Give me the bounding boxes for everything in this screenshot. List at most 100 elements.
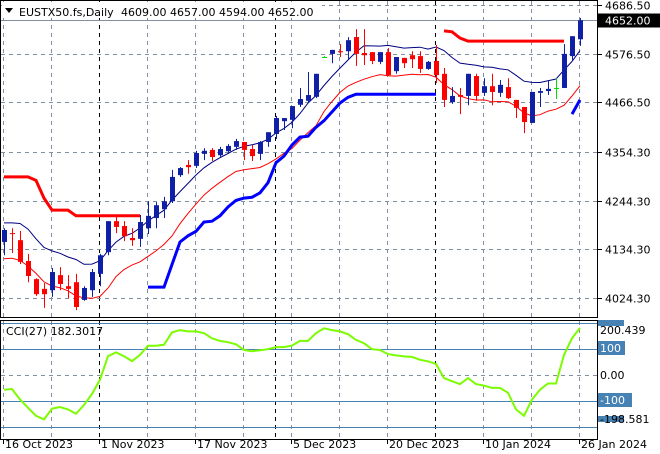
candle-body: [26, 260, 31, 277]
candle[interactable]: [98, 253, 103, 287]
candle[interactable]: [434, 45, 439, 84]
candle[interactable]: [242, 141, 247, 161]
candle-body: [74, 282, 79, 307]
candle-body: [234, 141, 239, 147]
candle[interactable]: [410, 51, 415, 69]
cci-subwindow[interactable]: [1, 323, 597, 428]
candle[interactable]: [474, 73, 479, 101]
candle[interactable]: [50, 268, 55, 297]
cci-level-badge: [598, 320, 624, 326]
candle[interactable]: [562, 44, 567, 88]
candle[interactable]: [346, 37, 351, 61]
candle[interactable]: [162, 196, 167, 219]
candle[interactable]: [370, 52, 375, 65]
candle[interactable]: [546, 80, 551, 96]
candle[interactable]: [298, 87, 303, 107]
current-price-label: 4652.00: [605, 15, 651, 28]
candle[interactable]: [386, 48, 391, 77]
candle-body: [2, 230, 7, 242]
candle[interactable]: [530, 91, 535, 123]
candle[interactable]: [570, 36, 575, 61]
candle-body: [362, 53, 367, 56]
upper-channel-line: [4, 175, 140, 218]
candle[interactable]: [210, 148, 215, 161]
price-chart[interactable]: [1, 18, 597, 311]
candle[interactable]: [122, 221, 127, 242]
candle[interactable]: [34, 278, 39, 296]
candle[interactable]: [82, 286, 87, 301]
candle[interactable]: [442, 68, 447, 107]
candle[interactable]: [506, 78, 511, 100]
candle[interactable]: [146, 201, 151, 234]
upper-channel-line: [443, 29, 564, 43]
candle[interactable]: [290, 106, 295, 129]
candle[interactable]: [218, 146, 223, 158]
candle[interactable]: [402, 57, 407, 69]
candle[interactable]: [578, 18, 583, 46]
candle[interactable]: [266, 132, 271, 147]
candle-body: [138, 222, 143, 239]
candle[interactable]: [394, 56, 399, 74]
candle[interactable]: [482, 78, 487, 96]
candle[interactable]: [186, 160, 191, 174]
candle[interactable]: [450, 87, 455, 104]
candle[interactable]: [466, 73, 471, 106]
candle[interactable]: [538, 87, 543, 107]
candle[interactable]: [554, 78, 559, 100]
candle[interactable]: [306, 72, 311, 104]
candle[interactable]: [154, 202, 159, 229]
candle[interactable]: [338, 44, 343, 57]
candle[interactable]: [282, 118, 287, 131]
candle[interactable]: [498, 80, 503, 97]
date-label: 5 Dec 2023: [293, 438, 356, 450]
candle[interactable]: [106, 221, 111, 256]
candle[interactable]: [458, 87, 463, 115]
candle[interactable]: [258, 141, 263, 161]
candle[interactable]: [26, 253, 31, 283]
candle-body: [98, 255, 103, 274]
candle[interactable]: [226, 144, 231, 154]
candle[interactable]: [426, 60, 431, 70]
candle[interactable]: [194, 150, 199, 169]
candle[interactable]: [378, 52, 383, 65]
candle[interactable]: [514, 99, 519, 119]
candle[interactable]: [2, 228, 7, 256]
candle[interactable]: [490, 73, 495, 106]
candle-body: [66, 286, 71, 289]
candle[interactable]: [274, 115, 279, 139]
candle[interactable]: [330, 49, 335, 64]
candle[interactable]: [362, 29, 367, 65]
candle[interactable]: [250, 145, 255, 161]
candle-body: [10, 233, 15, 235]
candle[interactable]: [74, 273, 79, 311]
candle-body: [50, 272, 55, 291]
candle[interactable]: [354, 29, 359, 66]
candle[interactable]: [322, 56, 327, 58]
candle[interactable]: [178, 167, 183, 177]
candle-body: [338, 51, 343, 53]
candle[interactable]: [234, 138, 239, 150]
candle[interactable]: [90, 268, 95, 297]
candle[interactable]: [66, 275, 71, 299]
candle[interactable]: [314, 73, 319, 99]
candle[interactable]: [58, 267, 63, 291]
candle-body: [562, 53, 567, 88]
candle[interactable]: [522, 106, 527, 134]
candle[interactable]: [42, 283, 47, 308]
candle[interactable]: [170, 169, 175, 204]
collapse-triangle-icon[interactable]: [5, 8, 13, 13]
candle[interactable]: [18, 230, 23, 265]
candle[interactable]: [418, 51, 423, 73]
cci-tick-label: -100: [600, 394, 625, 407]
candle[interactable]: [130, 228, 135, 246]
chart-header: EUSTX50.fs,Daily 4609.00 4657.00 4594.00…: [2, 2, 322, 19]
candle[interactable]: [10, 228, 15, 254]
candle-body: [482, 86, 487, 93]
price-tick-label: 4466.50: [605, 97, 651, 110]
cci-tick-label: 100: [600, 342, 621, 355]
candle-body: [162, 201, 167, 210]
candle[interactable]: [114, 217, 119, 234]
date-axis: 16 Oct 2023 1 Nov 2023 17 Nov 2023 5 Dec 20…: [3, 438, 647, 451]
candle[interactable]: [202, 148, 207, 161]
candle[interactable]: [138, 214, 143, 247]
